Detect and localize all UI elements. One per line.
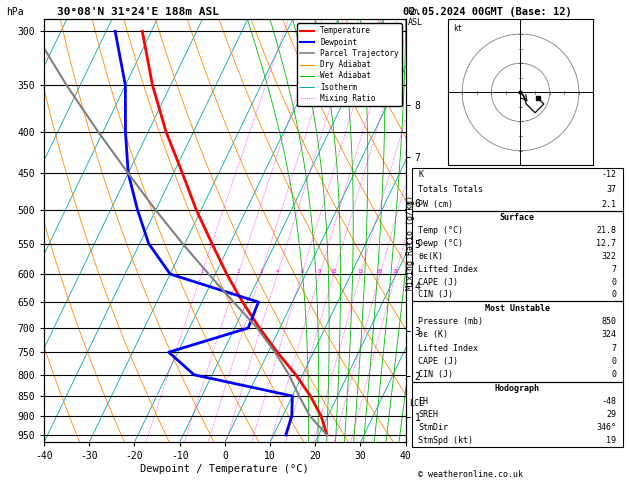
Text: 30°08'N 31°24'E 188m ASL: 30°08'N 31°24'E 188m ASL: [57, 7, 219, 17]
Text: Most Unstable: Most Unstable: [485, 303, 550, 312]
Text: © weatheronline.co.uk: © weatheronline.co.uk: [418, 469, 523, 479]
X-axis label: Dewpoint / Temperature (°C): Dewpoint / Temperature (°C): [140, 464, 309, 474]
Text: Lifted Index: Lifted Index: [418, 265, 478, 274]
Text: Dewp (°C): Dewp (°C): [418, 239, 464, 248]
Text: 7: 7: [611, 265, 616, 274]
Text: 4: 4: [276, 269, 279, 274]
Text: Hodograph: Hodograph: [495, 383, 540, 393]
Text: hPa: hPa: [6, 7, 24, 17]
Text: 322: 322: [601, 252, 616, 261]
Text: Pressure (mb): Pressure (mb): [418, 317, 483, 326]
Text: -48: -48: [601, 397, 616, 406]
Text: Temp (°C): Temp (°C): [418, 226, 464, 235]
Text: 8: 8: [318, 269, 321, 274]
Text: 0: 0: [611, 370, 616, 380]
Text: -12: -12: [601, 171, 616, 179]
Text: 324: 324: [601, 330, 616, 339]
Text: EH: EH: [418, 397, 428, 406]
Text: CIN (J): CIN (J): [418, 291, 454, 299]
Text: CIN (J): CIN (J): [418, 370, 454, 380]
Text: 0: 0: [611, 291, 616, 299]
Text: Lifted Index: Lifted Index: [418, 344, 478, 353]
Text: 25: 25: [392, 269, 399, 274]
Text: LCL: LCL: [409, 399, 425, 408]
Text: 2.1: 2.1: [601, 200, 616, 208]
Text: 02.05.2024 00GMT (Base: 12): 02.05.2024 00GMT (Base: 12): [403, 7, 571, 17]
Text: 0: 0: [611, 278, 616, 287]
Text: 1: 1: [200, 269, 203, 274]
Text: 19: 19: [606, 436, 616, 445]
Text: Totals Totals: Totals Totals: [418, 185, 483, 194]
Text: 20: 20: [377, 269, 384, 274]
Text: 0: 0: [611, 357, 616, 366]
Text: 12.7: 12.7: [596, 239, 616, 248]
Legend: Temperature, Dewpoint, Parcel Trajectory, Dry Adiabat, Wet Adiabat, Isotherm, Mi: Temperature, Dewpoint, Parcel Trajectory…: [298, 23, 402, 106]
Text: kt: kt: [454, 24, 463, 33]
Text: 3: 3: [259, 269, 262, 274]
Text: 7: 7: [611, 344, 616, 353]
Text: 850: 850: [601, 317, 616, 326]
Text: 10: 10: [331, 269, 337, 274]
Text: θε(K): θε(K): [418, 252, 443, 261]
Text: StmSpd (kt): StmSpd (kt): [418, 436, 473, 445]
Text: 29: 29: [606, 410, 616, 419]
Text: PW (cm): PW (cm): [418, 200, 454, 208]
Text: 37: 37: [606, 185, 616, 194]
Text: CAPE (J): CAPE (J): [418, 357, 459, 366]
Text: 346°: 346°: [596, 423, 616, 432]
Text: km
ASL: km ASL: [408, 7, 423, 27]
Text: CAPE (J): CAPE (J): [418, 278, 459, 287]
Text: StmDir: StmDir: [418, 423, 448, 432]
Text: 6: 6: [300, 269, 303, 274]
Text: K: K: [418, 171, 423, 179]
Text: Mixing Ratio (g/kg): Mixing Ratio (g/kg): [406, 195, 415, 291]
Text: Surface: Surface: [500, 213, 535, 222]
Text: θε (K): θε (K): [418, 330, 448, 339]
Text: SREH: SREH: [418, 410, 438, 419]
Text: 21.8: 21.8: [596, 226, 616, 235]
Text: 2: 2: [237, 269, 240, 274]
Text: 15: 15: [357, 269, 364, 274]
